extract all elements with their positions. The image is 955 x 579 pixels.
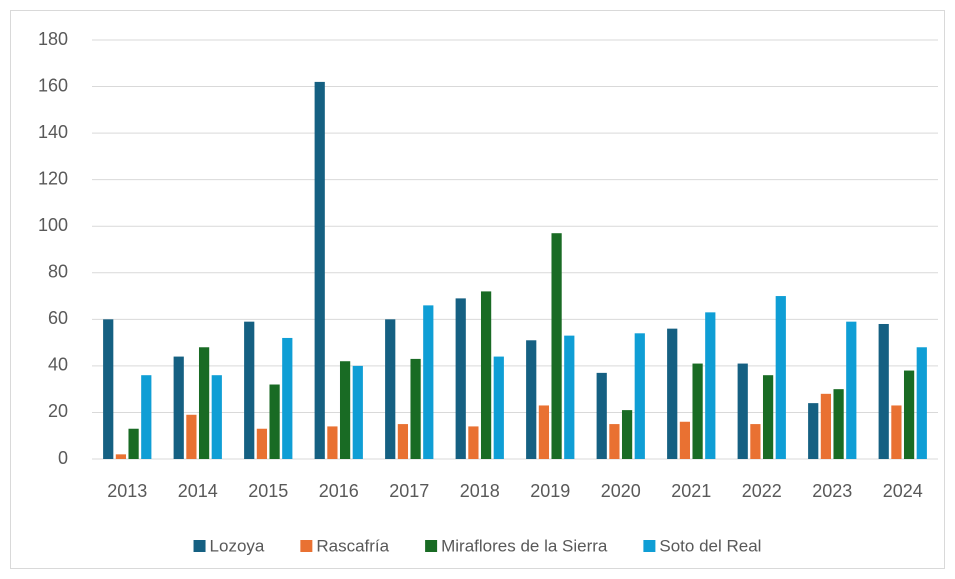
legend-swatch bbox=[193, 540, 206, 552]
y-tick-label: 40 bbox=[48, 355, 68, 375]
bar bbox=[750, 424, 761, 459]
bar bbox=[480, 291, 492, 459]
x-tick-label: 2016 bbox=[319, 481, 359, 501]
bar bbox=[493, 356, 504, 459]
bar bbox=[808, 403, 819, 459]
bar bbox=[282, 337, 293, 459]
bar bbox=[679, 421, 691, 459]
bar bbox=[762, 375, 774, 459]
y-tick-label: 140 bbox=[38, 122, 68, 142]
bar bbox=[596, 372, 607, 459]
bar bbox=[141, 375, 152, 459]
legend-label: Soto del Real bbox=[659, 536, 761, 555]
bar bbox=[551, 233, 562, 459]
bar bbox=[455, 298, 466, 459]
bar bbox=[256, 428, 268, 459]
x-tick-label: 2019 bbox=[530, 481, 570, 501]
legend-swatch bbox=[425, 540, 438, 552]
bar bbox=[634, 333, 645, 459]
bar bbox=[410, 358, 421, 459]
legend-swatch bbox=[300, 540, 313, 552]
y-tick-label: 80 bbox=[48, 262, 68, 282]
legend-label: Rascafría bbox=[316, 536, 389, 555]
y-tick-label: 100 bbox=[38, 215, 68, 235]
y-tick-label: 20 bbox=[48, 401, 68, 421]
bar bbox=[878, 323, 889, 459]
bar bbox=[667, 328, 678, 459]
legend-label: Lozoya bbox=[210, 536, 265, 555]
bar bbox=[891, 405, 902, 459]
y-tick-label: 60 bbox=[48, 308, 68, 328]
bar bbox=[737, 363, 748, 459]
bar bbox=[609, 424, 620, 459]
x-tick-label: 2018 bbox=[460, 481, 500, 501]
bar bbox=[339, 361, 351, 459]
bar bbox=[916, 347, 927, 459]
bar bbox=[775, 296, 786, 459]
bar bbox=[128, 428, 139, 459]
x-tick-label: 2024 bbox=[883, 481, 923, 501]
bar bbox=[903, 370, 915, 459]
x-tick-label: 2013 bbox=[107, 481, 147, 501]
bar bbox=[423, 305, 434, 459]
bar bbox=[352, 365, 363, 459]
x-tick-label: 2021 bbox=[671, 481, 711, 501]
bar bbox=[564, 335, 575, 459]
legend-label: Miraflores de la Sierra bbox=[441, 536, 608, 555]
bar bbox=[468, 426, 479, 459]
x-tick-label: 2022 bbox=[742, 481, 782, 501]
y-tick-label: 180 bbox=[38, 29, 68, 49]
bar bbox=[833, 389, 844, 459]
x-tick-label: 2014 bbox=[178, 481, 218, 501]
bar bbox=[198, 347, 210, 459]
bar bbox=[115, 454, 127, 459]
bar bbox=[621, 410, 633, 459]
y-tick-label: 160 bbox=[38, 75, 68, 95]
x-tick-label: 2017 bbox=[389, 481, 429, 501]
x-tick-label: 2023 bbox=[812, 481, 852, 501]
bar bbox=[538, 405, 550, 459]
bar bbox=[692, 363, 703, 459]
bar bbox=[846, 321, 857, 459]
y-tick-label: 120 bbox=[38, 168, 68, 188]
bar bbox=[186, 414, 197, 459]
bar bbox=[103, 319, 114, 459]
bar bbox=[314, 81, 325, 460]
x-tick-label: 2020 bbox=[601, 481, 641, 501]
x-tick-label: 2015 bbox=[248, 481, 288, 501]
bar bbox=[211, 375, 222, 459]
bar bbox=[820, 393, 832, 459]
bar bbox=[173, 356, 184, 459]
bar bbox=[327, 426, 338, 459]
bar bbox=[397, 424, 409, 459]
bar bbox=[385, 319, 396, 459]
chart-frame bbox=[10, 10, 945, 569]
bar bbox=[526, 340, 537, 459]
bar bbox=[705, 312, 716, 459]
bar bbox=[244, 321, 255, 459]
y-tick-label: 0 bbox=[58, 448, 68, 468]
legend-swatch bbox=[643, 540, 656, 552]
bar bbox=[269, 384, 280, 459]
